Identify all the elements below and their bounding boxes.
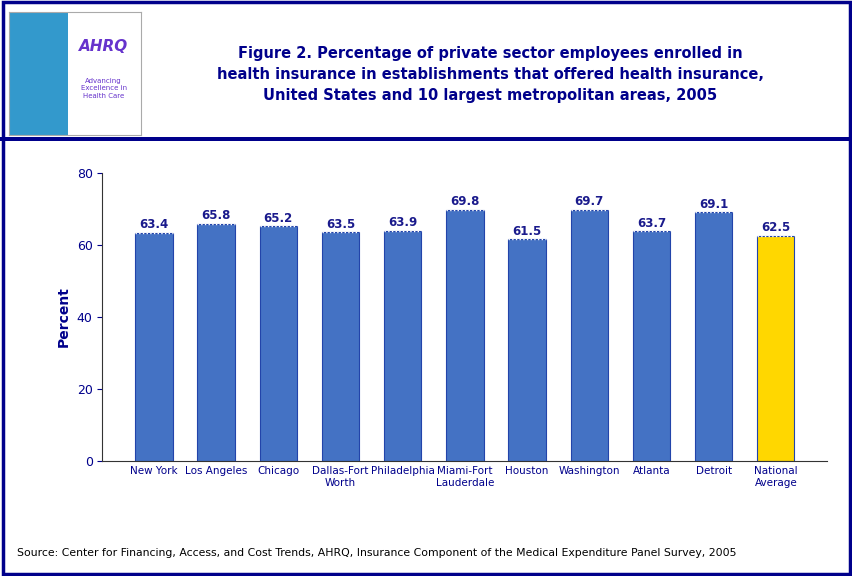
Text: AHRQ: AHRQ — [79, 39, 128, 54]
Bar — [9, 12, 68, 135]
Bar — [757, 236, 793, 461]
Text: 65.2: 65.2 — [263, 211, 292, 225]
Text: 63.5: 63.5 — [325, 218, 354, 231]
Text: 65.8: 65.8 — [201, 210, 231, 222]
Bar — [198, 224, 234, 461]
Text: 63.4: 63.4 — [139, 218, 169, 231]
Text: 63.7: 63.7 — [636, 217, 665, 230]
Bar — [694, 212, 731, 461]
Text: Advancing
Excellence in
Health Care: Advancing Excellence in Health Care — [81, 78, 127, 99]
Bar — [632, 232, 670, 461]
Bar — [135, 233, 172, 461]
Text: 62.5: 62.5 — [760, 221, 790, 234]
Bar — [259, 226, 296, 461]
Text: 69.7: 69.7 — [574, 195, 603, 209]
Text: Source: Center for Financing, Access, and Cost Trends, AHRQ, Insurance Component: Source: Center for Financing, Access, an… — [17, 548, 735, 558]
Bar — [383, 231, 421, 461]
Text: Figure 2. Percentage of private sector employees enrolled in
health insurance in: Figure 2. Percentage of private sector e… — [216, 47, 763, 103]
Bar — [508, 240, 545, 461]
Text: 69.1: 69.1 — [698, 198, 728, 211]
Bar — [570, 210, 607, 461]
Text: 69.8: 69.8 — [450, 195, 479, 208]
Text: 63.9: 63.9 — [388, 217, 417, 229]
Bar — [321, 232, 359, 461]
Y-axis label: Percent: Percent — [57, 286, 71, 347]
Bar — [446, 210, 483, 461]
Text: 61.5: 61.5 — [512, 225, 541, 238]
